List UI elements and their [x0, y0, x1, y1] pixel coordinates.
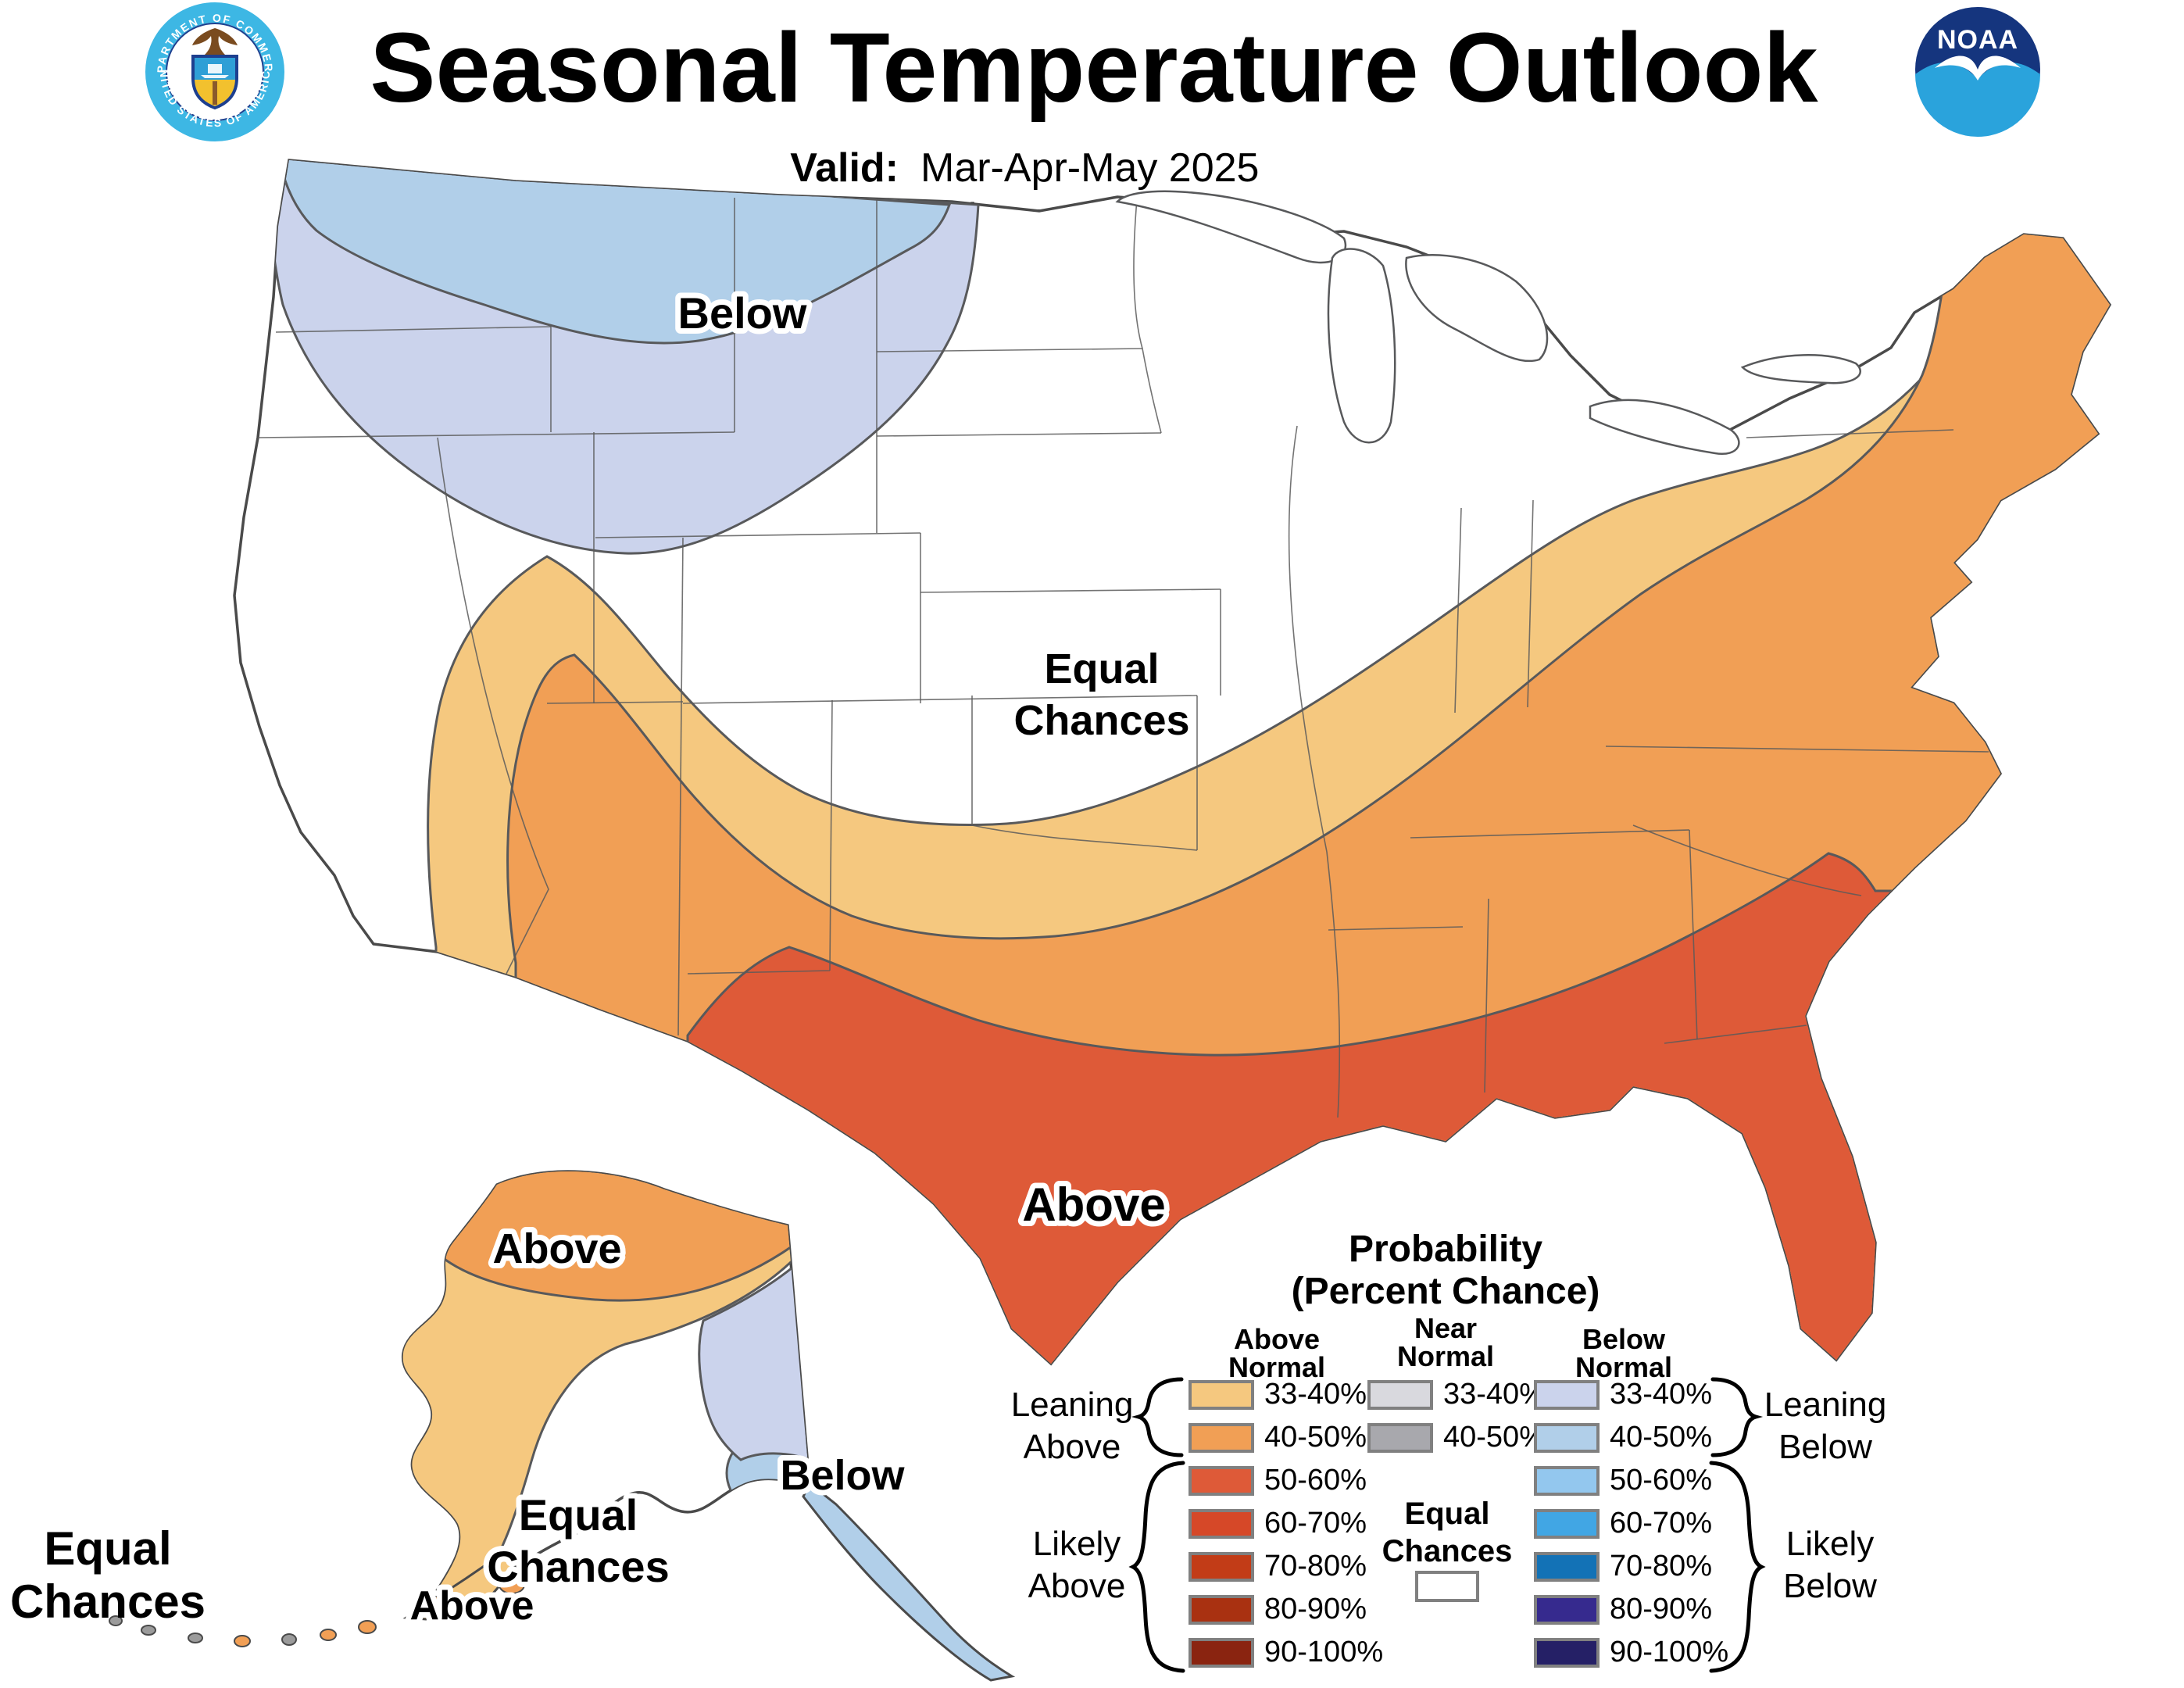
swatch-equal-chances — [1415, 1571, 1479, 1602]
lake-superior — [1115, 190, 1347, 264]
page-title: Seasonal Temperature Outlook — [370, 13, 1818, 123]
swatch-below-80-90 — [1534, 1595, 1600, 1625]
likely-above-label-line2: Above — [1028, 1567, 1126, 1605]
noaa-logo-light-half — [1915, 62, 2040, 137]
likely-above-brace — [1128, 1461, 1185, 1673]
alaska-inset: Above Equal Chances Below Above Equal Ch… — [10, 1170, 1016, 1682]
leaning-below-label-line2: Below — [1778, 1428, 1872, 1466]
label-above-80-90: 80-90% — [1264, 1593, 1367, 1625]
probability-legend: Probability (Percent Chance) Above Norma… — [1011, 1228, 1887, 1673]
valid-label: Valid: — [790, 145, 899, 191]
legend-below-normal-header-line2: Normal — [1575, 1351, 1672, 1383]
seal-ship-icon — [201, 64, 229, 78]
conus-below-label: Below — [678, 288, 807, 338]
swatch-below-90-100 — [1534, 1638, 1600, 1668]
doc-seal-logo: DEPARTMENT OF COMMERCE UNITED STATES OF … — [0, 0, 284, 141]
swatch-above-90-100 — [1189, 1638, 1254, 1668]
label-near-40-50: 40-50% — [1443, 1421, 1546, 1454]
swatch-near-40-50 — [1367, 1423, 1433, 1453]
seal-lighthouse-icon — [213, 81, 217, 105]
label-below-33-40: 33-40% — [1610, 1378, 1712, 1411]
ak-above-south-label: Above — [410, 1583, 534, 1629]
label-above-70-80: 70-80% — [1264, 1550, 1367, 1582]
label-below-90-100: 90-100% — [1610, 1636, 1728, 1668]
legend-below-normal-header-line1: Below — [1582, 1323, 1666, 1355]
legend-above-normal-header-line1: Above — [1234, 1323, 1320, 1355]
seal-blue-band — [145, 2, 284, 141]
offmap-equal-chances-label-line2: Chances — [10, 1575, 206, 1628]
label-above-50-60: 50-60% — [1264, 1464, 1367, 1497]
legend-equal-chances-label-line2: Chances — [1382, 1534, 1513, 1568]
swatch-below-60-70 — [1534, 1509, 1600, 1539]
label-above-90-100: 90-100% — [1264, 1636, 1383, 1668]
leaning-above-label-line2: Above — [1024, 1428, 1121, 1466]
offmap-equal-chances-label-line1: Equal — [44, 1522, 171, 1575]
noaa-logo: NOAA — [1915, 7, 2040, 137]
seal-eagle-icon — [192, 28, 238, 55]
conus-equal-chances-label-line2: Chances — [1013, 697, 1189, 744]
legend-near-normal-header-line2: Normal — [1397, 1340, 1494, 1372]
swatch-below-40-50 — [1534, 1423, 1600, 1453]
ak-equal-chances-label-line1: Equal — [519, 1490, 638, 1540]
legend-title-line2: (Percent Chance) — [1292, 1271, 1600, 1312]
leaning-above-brace — [1131, 1377, 1184, 1457]
swatch-above-50-60 — [1189, 1466, 1254, 1496]
swatch-below-70-80 — [1534, 1552, 1600, 1582]
state-boundaries — [257, 198, 1989, 1118]
swatch-near-33-40 — [1367, 1380, 1433, 1410]
lake-ontario — [1740, 354, 1861, 384]
label-above-40-50: 40-50% — [1264, 1421, 1367, 1454]
legend-below-normal-column: 33-40% 40-50% 50-60% 60-70% 70-80% 80-90… — [1534, 1378, 1728, 1668]
valid-value: Mar-Apr-May 2025 — [920, 145, 1259, 191]
conus-above-label: Above — [1022, 1178, 1165, 1231]
conus-equal-chances-label-line1: Equal — [1044, 646, 1159, 692]
label-below-60-70: 60-70% — [1610, 1507, 1712, 1540]
likely-below-brace — [1709, 1461, 1766, 1673]
leaning-below-brace — [1710, 1377, 1764, 1457]
noaa-logo-text: NOAA — [1937, 25, 2018, 55]
region-ak-panhandle — [802, 1481, 1016, 1682]
legend-above-normal-header-line2: Normal — [1228, 1351, 1325, 1383]
swatch-below-33-40 — [1534, 1380, 1600, 1410]
legend-equal-chances-label-line1: Equal — [1405, 1497, 1490, 1531]
swatch-above-33-40 — [1189, 1380, 1254, 1410]
label-near-33-40: 33-40% — [1443, 1378, 1546, 1411]
swatch-above-60-70 — [1189, 1509, 1254, 1539]
region-ak-below-33-40 — [698, 1247, 810, 1464]
great-lakes — [1115, 190, 1861, 456]
ak-equal-chances-label-line2: Chances — [487, 1542, 669, 1591]
swatch-below-50-60 — [1534, 1466, 1600, 1496]
likely-below-label-line2: Below — [1783, 1567, 1877, 1605]
ak-above-north-label: Above — [492, 1225, 621, 1272]
lake-huron — [1405, 254, 1549, 363]
label-above-33-40: 33-40% — [1264, 1378, 1367, 1411]
legend-near-normal-header-line1: Near — [1414, 1312, 1477, 1344]
aleutian-islands — [109, 1575, 525, 1647]
swatch-above-80-90 — [1189, 1595, 1254, 1625]
legend-near-normal-column: 33-40% 40-50% — [1367, 1378, 1546, 1454]
label-below-50-60: 50-60% — [1610, 1464, 1712, 1497]
ak-below-label: Below — [780, 1452, 905, 1499]
lake-michigan — [1327, 248, 1396, 444]
likely-below-label-line1: Likely — [1786, 1525, 1875, 1563]
region-conus-below-40-50 — [274, 160, 952, 345]
noaa-seagull-icon — [1935, 55, 2021, 80]
lake-erie — [1589, 399, 1740, 456]
swatch-above-70-80 — [1189, 1552, 1254, 1582]
leaning-above-label-line1: Leaning — [1011, 1386, 1134, 1424]
swatch-above-40-50 — [1189, 1423, 1254, 1453]
legend-equal-chances: Equal Chances — [1382, 1497, 1513, 1602]
label-below-70-80: 70-80% — [1610, 1550, 1712, 1582]
label-below-80-90: 80-90% — [1610, 1593, 1712, 1625]
legend-title-line1: Probability — [1349, 1228, 1542, 1270]
label-below-40-50: 40-50% — [1610, 1421, 1712, 1454]
leaning-below-label-line1: Leaning — [1764, 1386, 1887, 1424]
likely-above-label-line1: Likely — [1033, 1525, 1121, 1563]
legend-above-normal-column: 33-40% 40-50% 50-60% 60-70% 70-80% 80-90… — [1189, 1378, 1383, 1668]
label-above-60-70: 60-70% — [1264, 1507, 1367, 1540]
